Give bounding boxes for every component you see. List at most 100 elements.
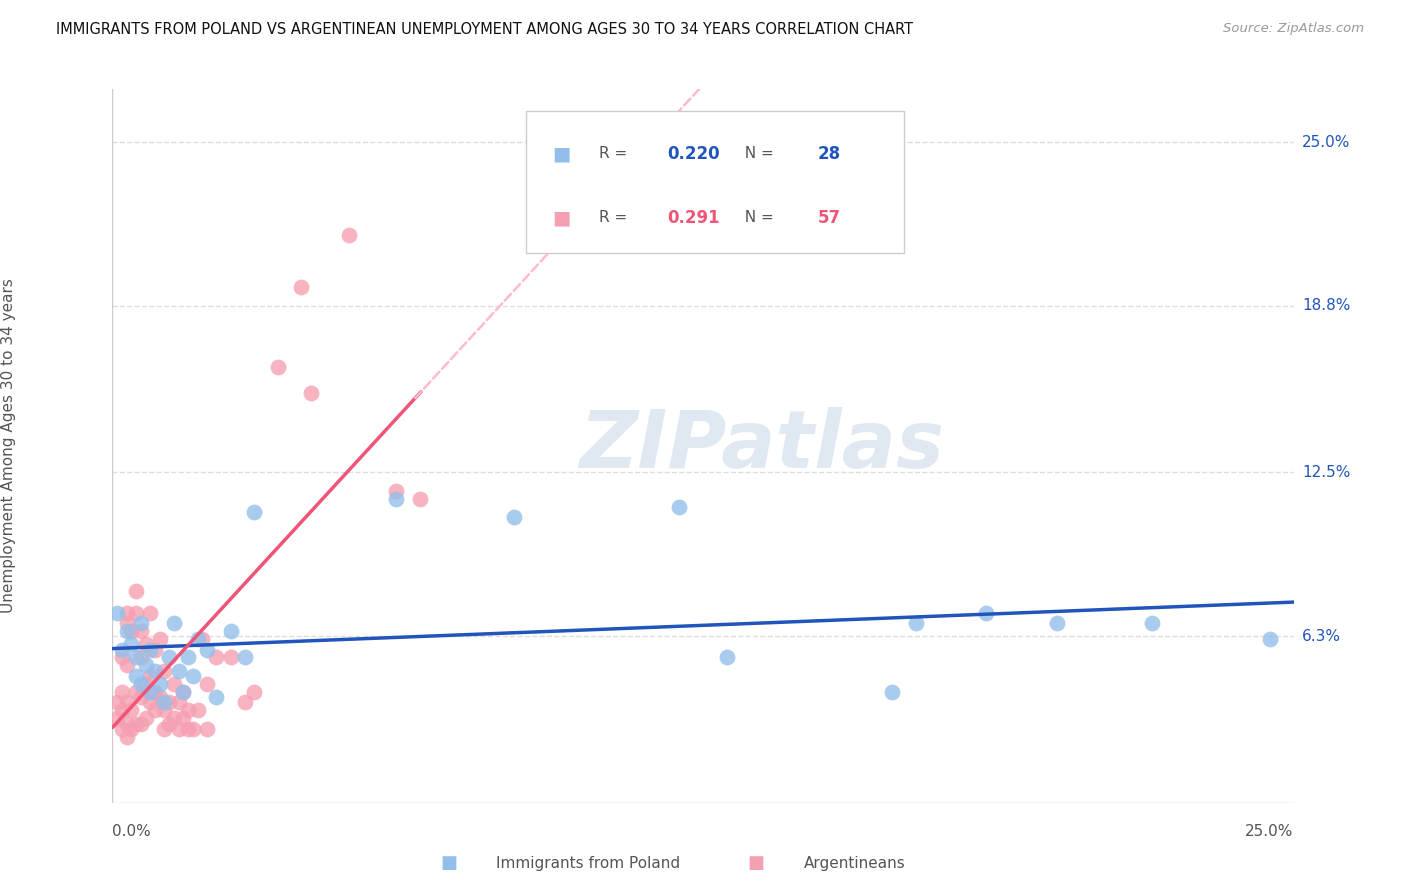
Text: 18.8%: 18.8% bbox=[1302, 299, 1350, 313]
Point bbox=[125, 584, 148, 599]
Text: Unemployment Among Ages 30 to 34 years: Unemployment Among Ages 30 to 34 years bbox=[1, 278, 15, 614]
Point bbox=[195, 642, 218, 657]
Point bbox=[120, 637, 142, 651]
Text: 0.0%: 0.0% bbox=[112, 824, 152, 839]
Text: 25.0%: 25.0% bbox=[1246, 824, 1294, 839]
Point bbox=[139, 669, 162, 683]
Point bbox=[115, 695, 138, 709]
Point bbox=[115, 658, 138, 673]
Point bbox=[205, 650, 228, 665]
Point bbox=[105, 606, 128, 620]
Point bbox=[195, 722, 218, 736]
Point bbox=[111, 703, 134, 717]
Point bbox=[153, 664, 176, 678]
Point bbox=[135, 677, 157, 691]
Point bbox=[243, 685, 266, 699]
Point bbox=[149, 690, 172, 704]
Point bbox=[129, 650, 152, 665]
Point bbox=[233, 695, 256, 709]
Point bbox=[149, 677, 172, 691]
Text: ■: ■ bbox=[748, 855, 765, 872]
Point bbox=[129, 690, 152, 704]
Text: 28: 28 bbox=[817, 145, 841, 162]
Point bbox=[219, 650, 242, 665]
Point bbox=[290, 280, 312, 294]
Text: 0.291: 0.291 bbox=[668, 209, 720, 227]
Point bbox=[115, 730, 138, 744]
Point bbox=[105, 695, 128, 709]
Point bbox=[195, 677, 218, 691]
Text: ■: ■ bbox=[551, 145, 571, 163]
Point bbox=[153, 695, 176, 709]
Text: N =: N = bbox=[735, 146, 779, 161]
Point bbox=[125, 650, 148, 665]
Point bbox=[172, 685, 194, 699]
Point bbox=[385, 491, 408, 506]
Point bbox=[125, 685, 148, 699]
Point bbox=[1140, 616, 1163, 631]
Text: IMMIGRANTS FROM POLAND VS ARGENTINEAN UNEMPLOYMENT AMONG AGES 30 TO 34 YEARS COR: IMMIGRANTS FROM POLAND VS ARGENTINEAN UN… bbox=[56, 22, 914, 37]
Point bbox=[111, 642, 134, 657]
Point bbox=[181, 722, 204, 736]
Point bbox=[139, 695, 162, 709]
Point bbox=[135, 711, 157, 725]
Point bbox=[125, 606, 148, 620]
Point bbox=[139, 606, 162, 620]
Point bbox=[167, 664, 190, 678]
Text: ZIPatlas: ZIPatlas bbox=[579, 407, 945, 485]
Point bbox=[143, 703, 166, 717]
Point bbox=[143, 664, 166, 678]
Point bbox=[177, 703, 200, 717]
Point bbox=[177, 650, 200, 665]
Point bbox=[172, 711, 194, 725]
Point bbox=[267, 359, 290, 374]
Point bbox=[129, 616, 152, 631]
Point bbox=[125, 669, 148, 683]
Point bbox=[299, 386, 322, 401]
Point bbox=[111, 685, 134, 699]
Point bbox=[115, 606, 138, 620]
Point bbox=[904, 616, 927, 631]
Point bbox=[111, 650, 134, 665]
Point bbox=[139, 642, 162, 657]
Point bbox=[163, 711, 186, 725]
Text: 0.220: 0.220 bbox=[668, 145, 720, 162]
Point bbox=[205, 690, 228, 704]
Text: Source: ZipAtlas.com: Source: ZipAtlas.com bbox=[1223, 22, 1364, 36]
Point bbox=[186, 632, 208, 646]
Point bbox=[503, 510, 526, 524]
Text: Argentineans: Argentineans bbox=[803, 856, 905, 871]
Point bbox=[120, 722, 142, 736]
Point bbox=[129, 677, 152, 691]
Text: R =: R = bbox=[599, 146, 633, 161]
Point bbox=[129, 716, 152, 731]
Point bbox=[105, 711, 128, 725]
Point bbox=[157, 695, 180, 709]
Point bbox=[172, 685, 194, 699]
Point bbox=[880, 685, 903, 699]
Point bbox=[385, 483, 408, 498]
Text: 57: 57 bbox=[817, 209, 841, 227]
Text: ■: ■ bbox=[551, 209, 571, 227]
Point bbox=[129, 624, 152, 638]
Point bbox=[143, 685, 166, 699]
FancyBboxPatch shape bbox=[526, 111, 904, 253]
Point bbox=[163, 616, 186, 631]
Point bbox=[408, 491, 430, 506]
Point bbox=[1258, 632, 1281, 646]
Point bbox=[120, 703, 142, 717]
Point bbox=[337, 227, 360, 242]
Point bbox=[716, 650, 738, 665]
Point bbox=[233, 650, 256, 665]
Point bbox=[157, 650, 180, 665]
Text: Immigrants from Poland: Immigrants from Poland bbox=[496, 856, 681, 871]
Point bbox=[976, 606, 998, 620]
Point bbox=[191, 632, 214, 646]
Point bbox=[177, 722, 200, 736]
Text: 12.5%: 12.5% bbox=[1302, 465, 1350, 480]
Point bbox=[219, 624, 242, 638]
Point bbox=[115, 616, 138, 631]
Text: 25.0%: 25.0% bbox=[1302, 135, 1350, 150]
Text: ■: ■ bbox=[440, 855, 457, 872]
Text: 6.3%: 6.3% bbox=[1302, 629, 1341, 644]
